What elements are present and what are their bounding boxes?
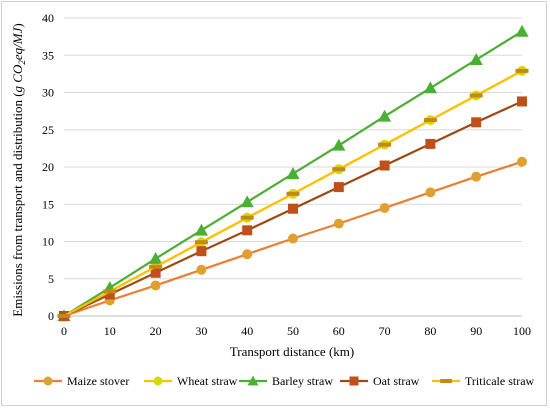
data-point [288,203,298,214]
data-point [288,233,298,244]
y-tick-label-15: 15 [42,197,54,211]
data-point [471,171,482,182]
data-point [425,187,436,198]
data-point [286,167,300,179]
data-point [471,117,482,128]
data-point [240,195,254,208]
y-axis-title-unit-co: CO [10,64,25,83]
x-tick-label-70: 70 [379,324,391,338]
y-axis-title-unit-sub: 2 [17,60,27,65]
data-point [242,249,253,260]
x-tick-label-20: 20 [150,324,162,338]
x-tick-labels: 0 10 20 30 40 50 60 70 80 90 100 [61,324,531,338]
data-point [517,96,527,107]
data-point [150,280,161,291]
legend-marker [43,376,53,386]
legend-marker [349,376,359,386]
data-point [469,53,483,65]
data-series [57,24,529,322]
legend-marker [247,375,259,386]
legend-item: Maize stover [34,374,129,388]
data-point [194,223,208,236]
series-maize-stover [59,156,527,321]
data-point [332,167,346,172]
data-point [379,160,390,171]
data-point [332,138,346,151]
data-point [378,109,392,122]
data-point [333,218,344,229]
y-tick-label-30: 30 [42,86,54,100]
x-tick-label-80: 80 [424,324,436,338]
data-point [469,93,483,98]
y-tick-label-0: 0 [48,309,54,323]
x-tick-label-10: 10 [104,324,116,338]
legend-label: Maize stover [67,374,129,388]
data-point [103,289,117,294]
legend-label: Wheat straw [177,374,238,388]
legend-item: Oat straw [340,374,420,388]
data-point [379,202,390,213]
y-tick-label-25: 25 [42,123,54,137]
x-tick-label-30: 30 [195,324,207,338]
data-point [515,68,529,73]
data-point [240,215,254,220]
data-point [149,252,163,264]
y-tick-label-35: 35 [42,48,54,62]
x-tick-label-0: 0 [61,324,67,338]
x-tick-label-100: 100 [513,324,531,338]
data-point [425,138,436,149]
legend-marker [153,376,163,386]
y-tick-label-5: 5 [48,272,54,286]
data-point [378,142,392,147]
legend-item: Wheat straw [144,374,238,388]
data-point [57,314,71,318]
gridlines [64,17,522,280]
data-point [149,264,163,269]
data-point [517,156,527,167]
y-axis-title-prefix: Emissions from transport and distributio… [10,92,25,316]
y-tick-label-40: 40 [42,11,54,25]
data-point [150,267,161,278]
x-tick-label-50: 50 [287,324,299,338]
data-point [423,81,437,94]
y-tick-labels: 0 5 10 15 20 25 30 35 40 [42,11,54,323]
x-axis-title: Transport distance (km) [230,344,354,359]
y-axis-title-unit-rest: eq/MJ [10,26,25,60]
data-point [242,225,253,236]
series-barley-straw [57,24,529,322]
data-point [194,240,208,245]
legend-marker [440,379,452,383]
data-point [515,24,529,37]
legend-label: Oat straw [373,374,420,388]
legend-item: Barley straw [239,374,333,388]
data-point [423,118,437,123]
data-point [104,289,115,300]
x-tick-label-40: 40 [241,324,253,338]
y-tick-label-10: 10 [42,235,54,249]
data-point [286,191,300,196]
data-point [196,246,207,257]
legend-item: Triticale straw [432,374,535,388]
data-point [196,264,207,275]
x-tick-label-60: 60 [333,324,345,338]
y-tick-label-20: 20 [42,160,54,174]
y-axis-title-suffix: ) [10,23,25,27]
legend-label: Barley straw [272,374,333,388]
y-axis-title-unit-g: g [10,83,25,93]
legend: Maize stover Wheat straw Barley straw Oat s… [34,374,535,388]
series-triticale-straw [57,68,529,318]
legend-label: Triticale straw [465,374,535,388]
x-tick-label-90: 90 [470,324,482,338]
y-axis-title: Emissions from transport and distributio… [10,23,27,316]
data-point [333,182,344,193]
